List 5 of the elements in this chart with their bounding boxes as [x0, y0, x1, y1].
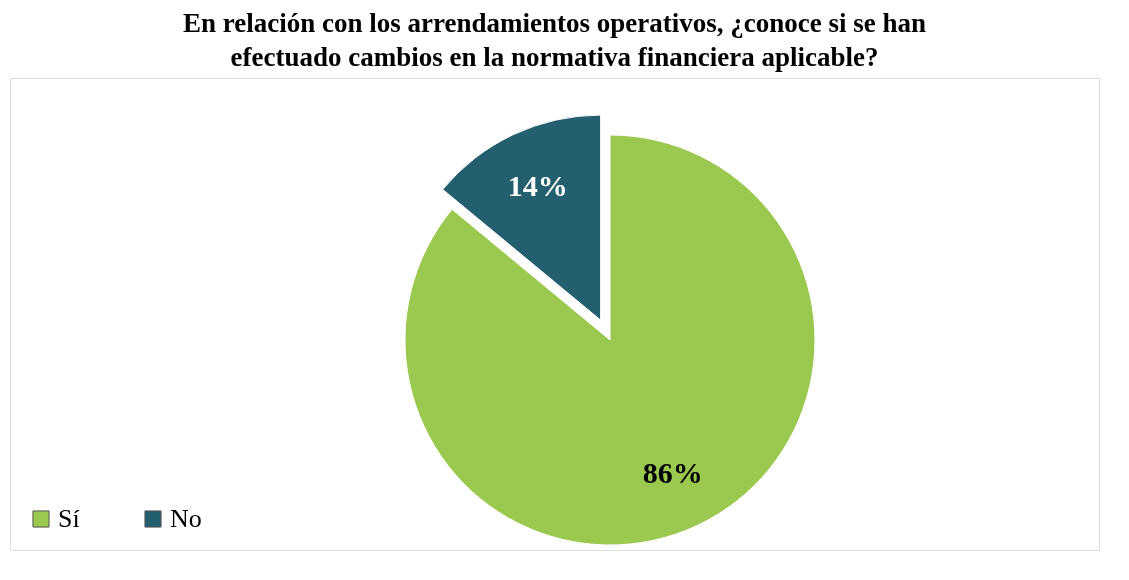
chart-title: En relación con los arrendamientos operativos, ¿conoce si se han efectuado cambios en la normativa financiera aplicable? — [183, 8, 926, 72]
legend-label: No — [170, 504, 202, 533]
data-label: 14% — [507, 168, 568, 202]
data-label: 86% — [642, 455, 703, 489]
legend-label: Sí — [58, 504, 80, 533]
